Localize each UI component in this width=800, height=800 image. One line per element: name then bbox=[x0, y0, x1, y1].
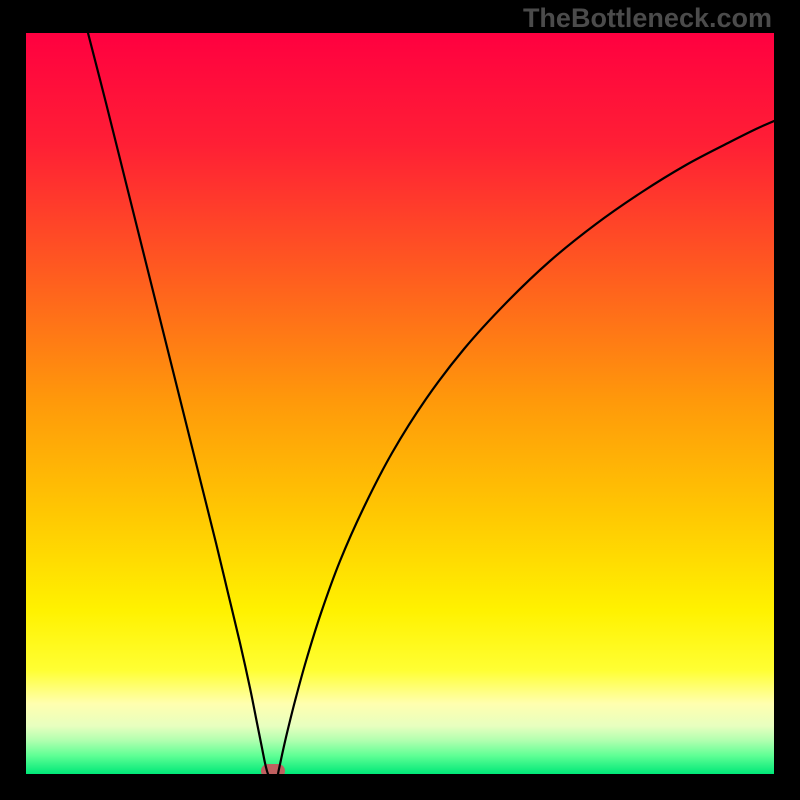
curve-left-branch bbox=[88, 33, 268, 774]
frame-bottom bbox=[0, 774, 800, 800]
frame-right bbox=[774, 0, 800, 800]
watermark: TheBottleneck.com bbox=[523, 3, 772, 34]
frame-left bbox=[0, 0, 26, 800]
bottleneck-curve bbox=[26, 33, 774, 774]
plot-area bbox=[26, 33, 774, 774]
curve-right-branch bbox=[278, 121, 774, 774]
